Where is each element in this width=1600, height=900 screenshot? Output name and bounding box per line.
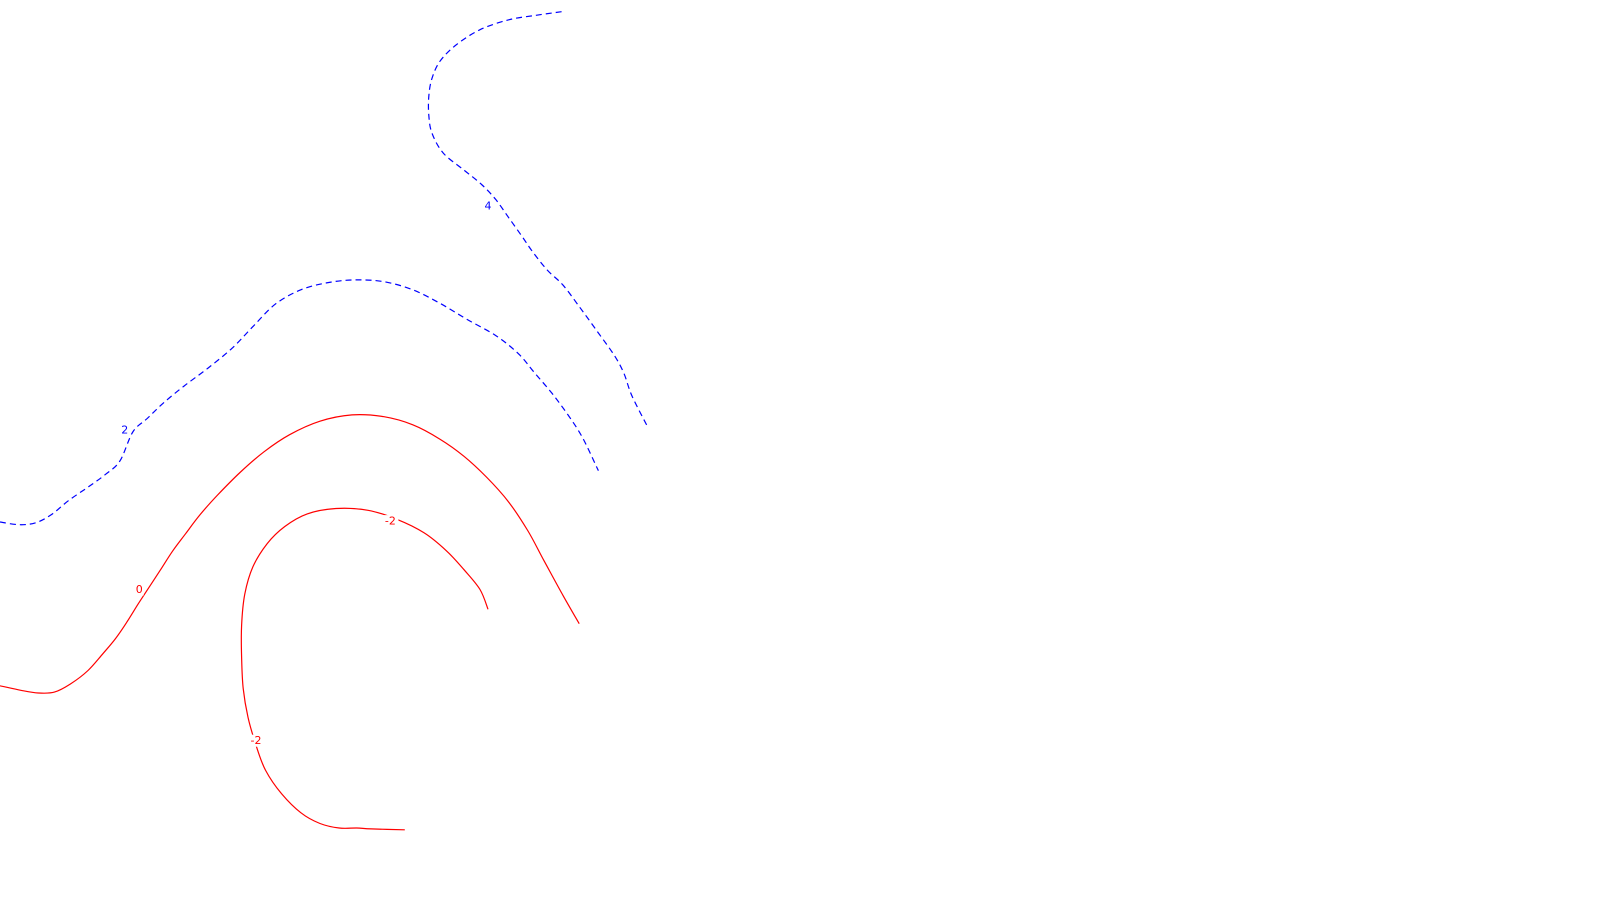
contour-label-background <box>120 424 130 437</box>
contour-label-background <box>248 734 264 747</box>
contour-label-4: 4 <box>483 200 493 213</box>
contour-line-level-4 <box>427 11 649 428</box>
contour-lines-layer <box>0 11 649 831</box>
contour-label-text: -2 <box>251 734 262 747</box>
contour-label-background <box>483 200 493 213</box>
contour-label-2: 2 <box>120 424 130 437</box>
contour-label-text: 2 <box>121 424 128 437</box>
contour-labels-layer: -2 -2 0 2 4 <box>120 200 493 747</box>
contour-label-background <box>382 515 399 528</box>
contour-label-0: 0 <box>134 583 144 596</box>
contour-line-level-0 <box>0 414 580 694</box>
contour-label-neg2: -2 <box>382 515 399 528</box>
contour-label-text: -2 <box>385 515 396 528</box>
contour-line-level-neg2 <box>240 507 489 831</box>
contour-line-level-2 <box>0 279 599 526</box>
contour-label-neg2: -2 <box>248 734 264 747</box>
contour-label-text: 0 <box>136 583 143 596</box>
contour-label-background <box>134 583 144 596</box>
contour-label-text: 4 <box>485 200 492 213</box>
